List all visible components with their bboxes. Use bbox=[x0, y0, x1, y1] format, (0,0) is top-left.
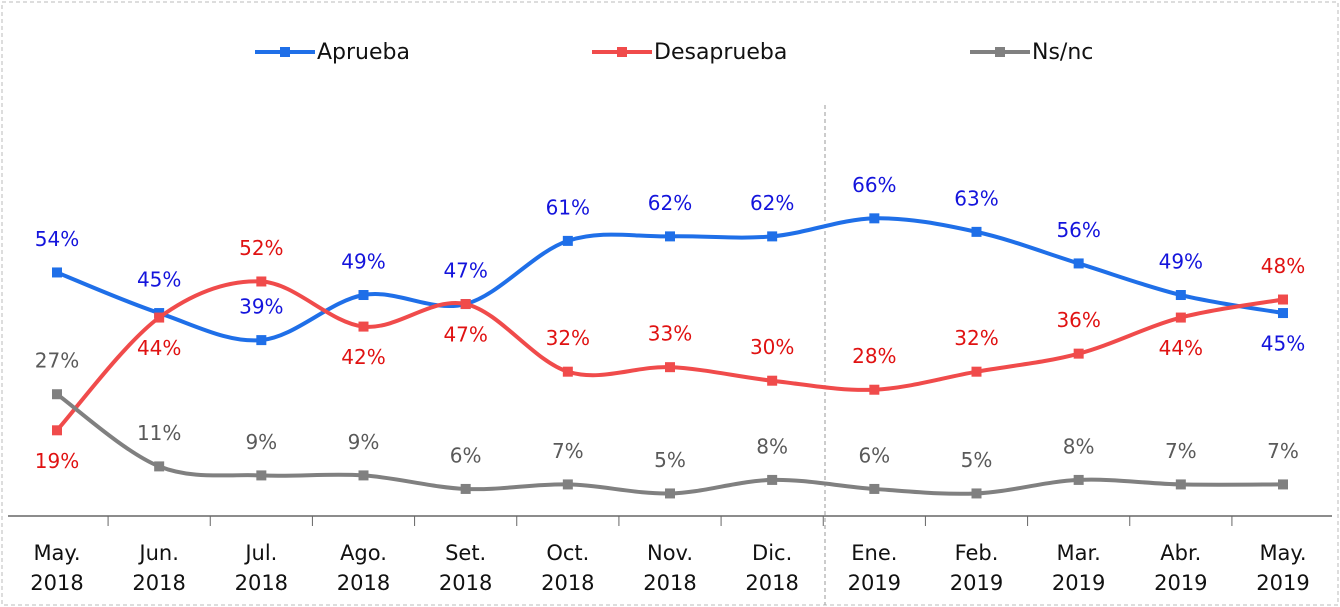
point-marker bbox=[154, 312, 165, 323]
x-tick-label: Dic. 2018 bbox=[745, 541, 799, 595]
x-tick-label: Feb. 2019 bbox=[949, 541, 1004, 595]
point-marker bbox=[971, 366, 982, 377]
data-label: 6% bbox=[450, 443, 482, 467]
x-tick-label: Nov. 2018 bbox=[643, 541, 697, 595]
data-label: 45% bbox=[137, 268, 181, 292]
point-marker bbox=[1278, 294, 1288, 305]
data-label: 47% bbox=[443, 259, 487, 283]
data-label: 27% bbox=[35, 349, 79, 373]
data-label: 32% bbox=[546, 326, 590, 350]
data-label: 30% bbox=[750, 335, 794, 359]
point-marker bbox=[869, 213, 880, 224]
point-marker bbox=[460, 483, 471, 494]
data-label: 8% bbox=[756, 434, 788, 458]
data-label: 63% bbox=[954, 186, 998, 210]
x-tick-label: Abr. 2019 bbox=[1154, 541, 1208, 595]
legend-marker bbox=[995, 47, 1005, 57]
x-tick-label: Oct. 2018 bbox=[541, 541, 595, 595]
data-label: 6% bbox=[858, 443, 890, 467]
data-label: 32% bbox=[954, 326, 998, 350]
data-label: 7% bbox=[1267, 439, 1299, 463]
data-label: 8% bbox=[1063, 434, 1095, 458]
data-label: 44% bbox=[1159, 336, 1203, 360]
point-marker bbox=[256, 335, 267, 346]
point-marker bbox=[1175, 312, 1186, 323]
legend-marker bbox=[617, 47, 627, 57]
x-tick-label: May. 2018 bbox=[30, 541, 84, 595]
point-marker bbox=[665, 488, 675, 499]
data-label: 33% bbox=[648, 322, 692, 346]
point-marker bbox=[358, 470, 369, 481]
data-label: 44% bbox=[137, 336, 181, 360]
data-label: 49% bbox=[1159, 250, 1203, 274]
point-marker bbox=[562, 235, 573, 246]
x-tick-label: Ago. 2018 bbox=[336, 541, 391, 595]
point-marker bbox=[256, 276, 267, 287]
x-tick-label: May. 2019 bbox=[1256, 541, 1310, 595]
legend-label: Desaprueba bbox=[654, 40, 787, 65]
point-marker bbox=[1175, 479, 1186, 490]
data-label: 9% bbox=[348, 430, 380, 454]
data-label: 45% bbox=[1261, 332, 1305, 356]
data-label: 66% bbox=[852, 173, 896, 197]
data-label: 48% bbox=[1261, 254, 1305, 278]
point-marker bbox=[358, 290, 369, 301]
point-marker bbox=[869, 384, 880, 395]
series-line bbox=[55, 392, 1284, 496]
point-marker bbox=[256, 470, 267, 481]
data-label: 39% bbox=[239, 295, 283, 319]
x-tick-label: Jul. 2018 bbox=[234, 541, 289, 595]
x-tick-label: Mar. 2019 bbox=[1051, 541, 1106, 595]
point-marker bbox=[52, 425, 62, 436]
point-marker bbox=[971, 226, 982, 237]
data-label: 19% bbox=[35, 449, 79, 473]
data-label: 5% bbox=[654, 448, 686, 472]
point-marker bbox=[971, 488, 982, 499]
data-label: 5% bbox=[961, 448, 993, 472]
point-marker bbox=[154, 461, 165, 472]
x-tick-label: Set. 2018 bbox=[438, 541, 493, 595]
point-marker bbox=[358, 321, 369, 332]
legend-marker bbox=[280, 47, 290, 57]
legend-label: Aprueba bbox=[317, 40, 410, 65]
data-label: 47% bbox=[443, 323, 487, 347]
x-tick-label: Jun. 2018 bbox=[132, 541, 186, 595]
data-label: 52% bbox=[239, 236, 283, 260]
point-marker bbox=[665, 362, 675, 373]
point-marker bbox=[1175, 290, 1186, 301]
point-marker bbox=[1073, 258, 1084, 269]
x-tick-label: Ene. 2019 bbox=[847, 541, 902, 595]
data-label: 62% bbox=[750, 191, 794, 215]
point-marker bbox=[869, 483, 880, 494]
data-label: 7% bbox=[1165, 439, 1197, 463]
data-label: 56% bbox=[1056, 218, 1100, 242]
data-label: 28% bbox=[852, 344, 896, 368]
point-marker bbox=[665, 231, 675, 242]
point-marker bbox=[1073, 474, 1084, 485]
point-marker bbox=[460, 299, 471, 310]
legend-label: Ns/nc bbox=[1032, 40, 1093, 65]
point-marker bbox=[767, 375, 778, 386]
point-marker bbox=[562, 479, 573, 490]
point-marker bbox=[1278, 308, 1288, 319]
data-label: 54% bbox=[35, 227, 79, 251]
data-label: 61% bbox=[546, 195, 590, 219]
point-marker bbox=[767, 231, 778, 242]
data-label: 11% bbox=[137, 421, 181, 445]
point-marker bbox=[52, 267, 62, 278]
data-label: 36% bbox=[1056, 308, 1100, 332]
data-label: 49% bbox=[341, 250, 385, 274]
point-marker bbox=[767, 474, 778, 485]
data-label: 62% bbox=[648, 191, 692, 215]
data-label: 7% bbox=[552, 439, 584, 463]
data-label: 42% bbox=[341, 345, 385, 369]
point-marker bbox=[562, 366, 573, 377]
point-marker bbox=[1073, 348, 1084, 359]
point-marker bbox=[1278, 479, 1288, 490]
data-label: 9% bbox=[245, 430, 277, 454]
point-marker bbox=[52, 389, 62, 400]
